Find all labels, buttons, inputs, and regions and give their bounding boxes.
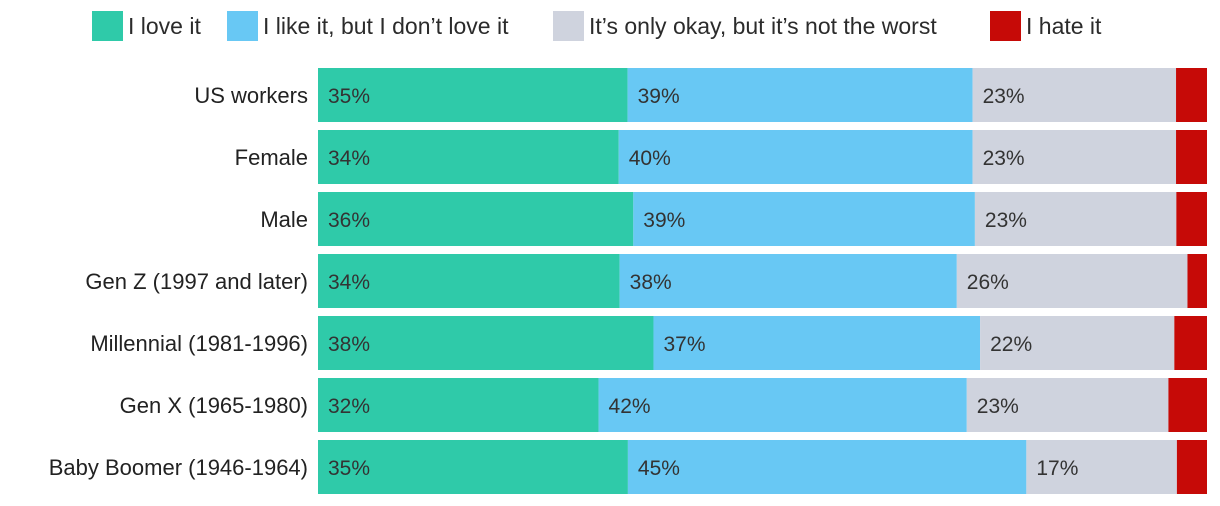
category-label-gen-z-1997-and-later: Gen Z (1997 and later) [85,269,308,294]
legend-label-i-hate-it: I hate it [1026,13,1102,39]
legend-swatch-i-love-it [92,11,123,41]
value-label-gen-z-1997-and-later-its-only-okay-but-its-not-the-worst: 26% [967,271,1009,294]
value-label-baby-boomer-1946-1964-its-only-okay-but-its-not-the-worst: 17% [1036,457,1078,480]
bar-segment-baby-boomer-1946-1964-i-love-it [318,440,628,494]
value-label-gen-x-1965-1980-its-only-okay-but-its-not-the-worst: 23% [977,395,1019,418]
bar-segment-female-i-hate-it [1176,130,1207,184]
bar-segment-female-its-only-okay-but-its-not-the-worst [972,130,1177,184]
bar-segment-male-i-hate-it [1176,192,1207,246]
value-label-gen-x-1965-1980-i-love-it: 32% [328,395,370,418]
category-label-baby-boomer-1946-1964: Baby Boomer (1946-1964) [49,455,308,480]
bar-segment-millennial-1981-1996-i-like-it-but-i-dont-love-it [653,316,981,370]
category-label-gen-x-1965-1980: Gen X (1965-1980) [120,393,308,418]
value-label-baby-boomer-1946-1964-i-like-it-but-i-dont-love-it: 45% [638,457,680,480]
value-label-gen-z-1997-and-later-i-like-it-but-i-dont-love-it: 38% [630,271,672,294]
bar-segment-gen-z-1997-and-later-i-hate-it [1187,254,1207,308]
value-label-millennial-1981-1996-i-like-it-but-i-dont-love-it: 37% [663,333,705,356]
value-label-us-workers-i-love-it: 35% [328,85,370,108]
legend-swatch-i-like-it-but-i-dont-love-it [227,11,258,41]
bar-segment-baby-boomer-1946-1964-its-only-okay-but-its-not-the-worst [1026,440,1177,494]
category-labels: US workers Female Male Gen Z (1997 and late… [49,83,308,480]
bar-segment-male-i-love-it [318,192,634,246]
legend: I love it I like it, but I don’t love it I… [92,11,1102,41]
bar-segment-us-workers-i-hate-it [1176,68,1207,122]
bar-segment-millennial-1981-1996-i-hate-it [1174,316,1207,370]
bar-segment-gen-z-1997-and-later-its-only-okay-but-its-not-the-worst [956,254,1188,308]
value-labels: 35% 39% 23% 34% 40% 23% 36% 39% 23% 34% 38% 26% 38% 3… [328,85,1078,480]
bar-segment-male-its-only-okay-but-its-not-the-worst [974,192,1177,246]
legend-swatch-i-hate-it [990,11,1021,41]
value-label-female-its-only-okay-but-its-not-the-worst: 23% [983,147,1025,170]
bar-segment-millennial-1981-1996-i-love-it [318,316,654,370]
legend-swatch-its-only-okay-but-its-not-the-worst [553,11,584,41]
category-label-male: Male [260,207,308,232]
bar-segment-us-workers-i-like-it-but-i-dont-love-it [627,68,973,122]
bar-segment-gen-z-1997-and-later-i-love-it [318,254,620,308]
category-label-female: Female [235,145,308,170]
bar-segment-female-i-love-it [318,130,619,184]
value-label-millennial-1981-1996-i-love-it: 38% [328,333,370,356]
value-label-male-i-love-it: 36% [328,209,370,232]
legend-label-its-only-okay-but-its-not-the-worst: It’s only okay, but it’s not the worst [589,13,937,39]
value-label-female-i-like-it-but-i-dont-love-it: 40% [629,147,671,170]
bar-segment-gen-x-1965-1980-i-hate-it [1168,378,1207,432]
value-label-male-i-like-it-but-i-dont-love-it: 39% [643,209,685,232]
value-label-millennial-1981-1996-its-only-okay-but-its-not-the-worst: 22% [990,333,1032,356]
value-label-baby-boomer-1946-1964-i-love-it: 35% [328,457,370,480]
bar-segment-millennial-1981-1996-its-only-okay-but-its-not-the-worst [980,316,1175,370]
value-label-gen-z-1997-and-later-i-love-it: 34% [328,271,370,294]
value-label-female-i-love-it: 34% [328,147,370,170]
bar-segment-gen-x-1965-1980-its-only-okay-but-its-not-the-worst [966,378,1169,432]
bar-segment-gen-x-1965-1980-i-like-it-but-i-dont-love-it [598,378,967,432]
legend-label-i-like-it-but-i-dont-love-it: I like it, but I don’t love it [263,13,509,39]
category-label-us-workers: US workers [194,83,308,108]
value-label-gen-x-1965-1980-i-like-it-but-i-dont-love-it: 42% [609,395,651,418]
bar-segment-gen-z-1997-and-later-i-like-it-but-i-dont-love-it [619,254,957,308]
value-label-us-workers-its-only-okay-but-its-not-the-worst: 23% [983,85,1025,108]
bars [318,68,1207,494]
bar-segment-male-i-like-it-but-i-dont-love-it [633,192,975,246]
legend-label-i-love-it: I love it [128,13,201,39]
bar-segment-us-workers-its-only-okay-but-its-not-the-worst [972,68,1177,122]
bar-segment-female-i-like-it-but-i-dont-love-it [618,130,973,184]
bar-segment-gen-x-1965-1980-i-love-it [318,378,599,432]
category-label-millennial-1981-1996: Millennial (1981-1996) [90,331,308,356]
bar-segment-baby-boomer-1946-1964-i-hate-it [1176,440,1207,494]
bar-segment-baby-boomer-1946-1964-i-like-it-but-i-dont-love-it [627,440,1027,494]
value-label-male-its-only-okay-but-its-not-the-worst: 23% [985,209,1027,232]
value-label-us-workers-i-like-it-but-i-dont-love-it: 39% [638,85,680,108]
bar-segment-us-workers-i-love-it [318,68,628,122]
